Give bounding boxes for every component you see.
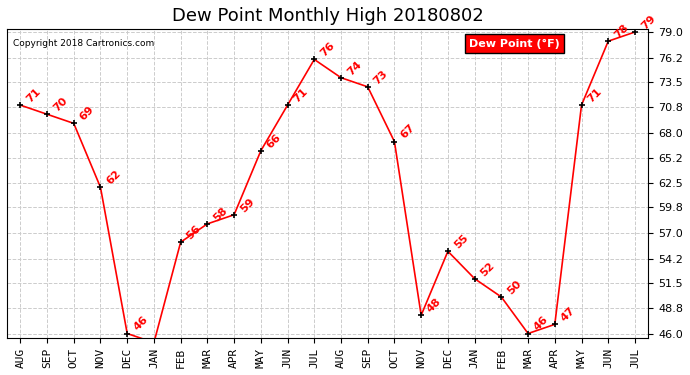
Text: 73: 73 — [372, 68, 390, 86]
Text: 69: 69 — [78, 104, 96, 123]
Text: 47: 47 — [559, 306, 577, 324]
Text: 79: 79 — [639, 13, 658, 31]
Text: 46: 46 — [532, 315, 551, 333]
Text: 56: 56 — [185, 224, 203, 242]
Text: 62: 62 — [105, 168, 123, 186]
Text: 76: 76 — [319, 40, 337, 58]
Text: 55: 55 — [452, 232, 470, 250]
Text: 45: 45 — [0, 374, 1, 375]
Text: 52: 52 — [479, 260, 497, 278]
Text: Copyright 2018 Cartronics.com: Copyright 2018 Cartronics.com — [13, 39, 155, 48]
Text: 58: 58 — [212, 205, 230, 223]
Text: 59: 59 — [238, 196, 256, 214]
Text: 71: 71 — [292, 86, 310, 104]
Text: 74: 74 — [345, 59, 364, 77]
Text: 78: 78 — [613, 22, 631, 40]
Text: 67: 67 — [399, 123, 417, 141]
Text: Dew Point (°F): Dew Point (°F) — [469, 39, 560, 49]
Text: 48: 48 — [425, 296, 444, 315]
Text: 46: 46 — [131, 315, 150, 333]
Text: 66: 66 — [265, 132, 283, 150]
Text: 71: 71 — [586, 86, 604, 104]
Title: Dew Point Monthly High 20180802: Dew Point Monthly High 20180802 — [172, 7, 484, 25]
Text: 71: 71 — [24, 86, 43, 104]
Text: 50: 50 — [506, 278, 524, 296]
Text: 70: 70 — [51, 96, 69, 114]
